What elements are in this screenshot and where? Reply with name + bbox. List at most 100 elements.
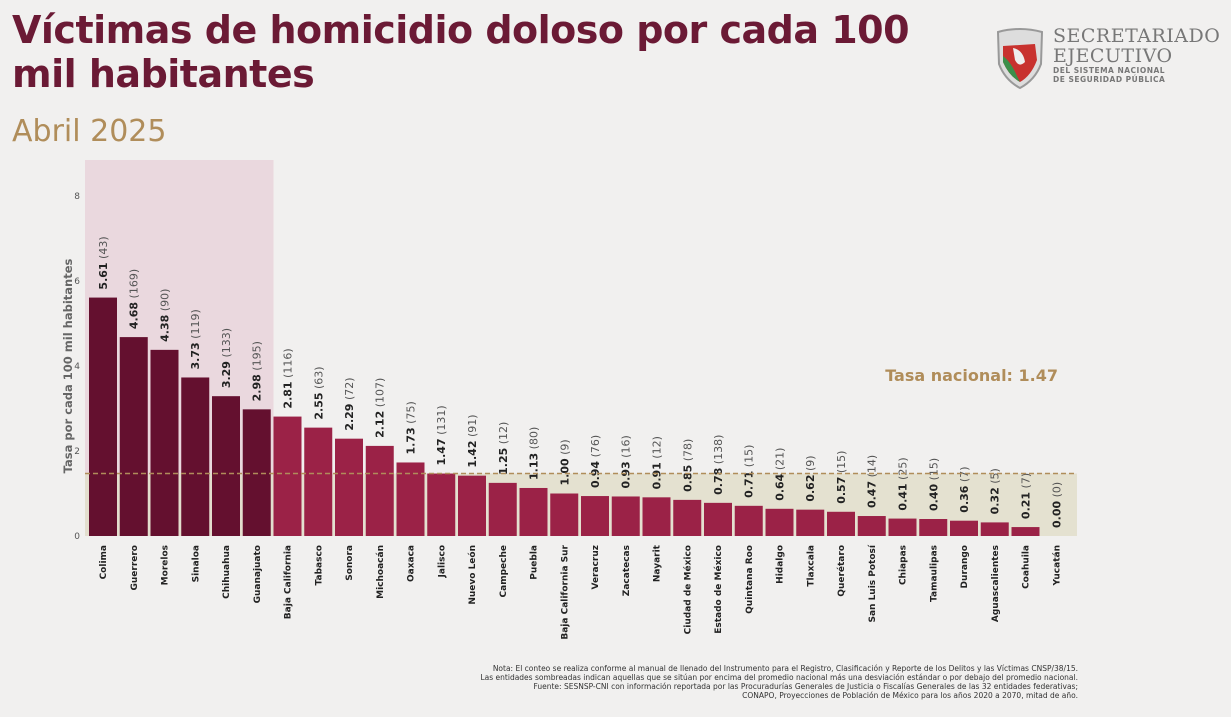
category-label: Quintana Roo <box>745 545 755 614</box>
category-label: Michoacán <box>376 545 386 599</box>
category-label: Zacatecas <box>622 545 632 596</box>
category-label: Oaxaca <box>407 545 417 582</box>
bar-oaxaca <box>396 462 425 536</box>
bar-baja-california <box>273 416 302 536</box>
category-label: Nayarit <box>653 544 663 582</box>
category-label: Campeche <box>499 545 509 597</box>
page-subtitle: Abril 2025 <box>12 114 167 149</box>
category-label: Jalisco <box>437 545 447 578</box>
data-label: 0.57 (15) <box>835 451 848 504</box>
bar-tamaulipas <box>919 519 948 536</box>
category-label: Colima <box>99 545 109 579</box>
data-label: 3.73 (119) <box>189 309 202 369</box>
bar-sinaloa <box>181 377 210 536</box>
category-label: Chihuahua <box>222 545 232 599</box>
data-label: 0.94 (76) <box>589 435 602 488</box>
bar-coahuila <box>1011 527 1040 536</box>
category-label: Sinaloa <box>191 545 201 582</box>
category-label: Baja California <box>284 545 294 619</box>
category-label: Coahuila <box>1022 545 1032 589</box>
data-label: 2.12 (107) <box>374 378 387 438</box>
bar-sonora <box>335 438 363 536</box>
bar-estado-de-méxico <box>704 502 732 536</box>
bar-zacatecas <box>611 496 640 536</box>
bar-baja-california-sur <box>550 493 579 536</box>
bar-querétaro <box>827 511 855 536</box>
data-label: 1.13 (80) <box>528 427 541 480</box>
bar-michoacán <box>365 445 394 536</box>
logo-line-1: SECRETARIADO <box>1053 25 1221 47</box>
data-label: 1.00 (9) <box>558 439 571 485</box>
category-label: Chiapas <box>899 545 909 585</box>
category-label: Baja California Sur <box>560 544 570 639</box>
data-label: 1.73 (75) <box>405 401 418 454</box>
note-line: Fuente: SESNSP-CNI con información repor… <box>533 682 1078 691</box>
bar-campeche <box>488 482 517 536</box>
category-label: Durango <box>960 545 970 588</box>
category-label: Querétaro <box>836 545 847 597</box>
bar-puebla <box>519 487 548 536</box>
note-line: Nota: El conteo se realiza conforme al m… <box>492 664 1078 673</box>
category-label: Yucatán <box>1052 545 1062 586</box>
category-label: Guanajuato <box>253 545 263 603</box>
data-label: 2.29 (72) <box>343 377 356 430</box>
category-label: San Luis Potosí <box>868 544 878 622</box>
bar-chiapas <box>888 518 917 536</box>
sesnsp-logo: SECRETARIADO EJECUTIVO DEL SISTEMA NACIO… <box>995 26 1230 90</box>
data-label: 2.55 (63) <box>312 366 325 419</box>
category-label: Puebla <box>530 545 540 580</box>
data-label: 2.98 (195) <box>251 341 264 401</box>
category-label: Tabasco <box>314 545 324 585</box>
note-line: CONAPO, Proyecciones de Población de Méx… <box>742 691 1078 700</box>
bar-veracruz <box>581 496 609 536</box>
bar-morelos <box>150 349 179 536</box>
category-label: Tlaxcala <box>806 545 816 587</box>
data-label: 2.81 (116) <box>282 348 295 408</box>
bar-nayarit <box>642 497 671 536</box>
data-label: 5.61 (43) <box>97 236 110 289</box>
bar-san-luis-potosí <box>857 516 886 536</box>
data-label: 0.62 (9) <box>804 455 817 501</box>
y-tick-label: 0 <box>74 532 80 542</box>
y-axis-label: Tasa por cada 100 mil habitantes <box>61 258 75 473</box>
category-label: Tamaulipas <box>929 545 939 602</box>
y-tick-label: 6 <box>74 277 80 287</box>
data-label: 0.64 (21) <box>774 448 787 501</box>
data-label: 0.21 (7) <box>1020 473 1033 519</box>
y-tick-label: 4 <box>74 362 80 372</box>
category-label: Nuevo León <box>467 545 478 605</box>
data-label: 1.25 (12) <box>497 422 510 475</box>
bar-aguascalientes <box>980 522 1009 536</box>
category-label: Aguascalientes <box>991 545 1001 622</box>
y-tick-label: 2 <box>74 447 80 457</box>
data-label: 1.42 (91) <box>466 414 479 467</box>
logo-line-2: EJECUTIVO <box>1053 45 1173 67</box>
data-label: 0.32 (5) <box>989 468 1002 514</box>
category-label: Hidalgo <box>776 545 786 584</box>
bar-tlaxcala <box>796 509 825 536</box>
category-label: Estado de México <box>713 545 724 634</box>
y-tick-label: 8 <box>74 192 80 202</box>
data-label: 0.36 (7) <box>958 466 971 512</box>
data-label: 3.29 (133) <box>220 328 233 388</box>
data-label: 4.68 (169) <box>128 269 141 329</box>
data-label: 4.38 (90) <box>159 289 172 342</box>
category-label: Morelos <box>161 545 171 585</box>
data-label: 0.71 (15) <box>743 445 756 498</box>
bar-nuevo-león <box>458 475 486 536</box>
data-label: 0.41 (25) <box>897 457 910 510</box>
bar-guanajuato <box>242 409 271 536</box>
data-label: 0.78 (138) <box>712 435 725 495</box>
footnote: Nota: El conteo se realiza conforme al m… <box>480 664 1078 700</box>
logo-line-4: DE SEGURIDAD PÚBLICA <box>1053 75 1166 84</box>
national-rate-label: Tasa nacional: 1.47 <box>885 366 1058 385</box>
bar-hidalgo <box>765 508 794 536</box>
bar-tabasco <box>304 427 333 536</box>
bar-quintana-roo <box>734 505 763 536</box>
category-label: Ciudad de México <box>682 545 693 634</box>
bar-jalisco <box>427 473 456 536</box>
data-label: 0.93 (16) <box>620 435 633 488</box>
category-label: Sonora <box>345 545 355 581</box>
data-label: 0.85 (78) <box>681 439 694 492</box>
